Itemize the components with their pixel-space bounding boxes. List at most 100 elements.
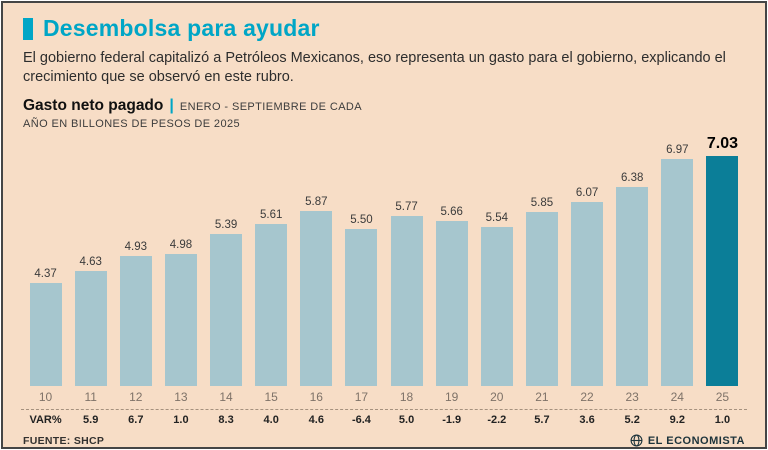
x-axis-label: 16 [309,390,323,405]
x-axis-label: 22 [580,390,594,405]
var-pct-value: 1.0 [714,414,731,427]
description-text: El gobierno federal capitalizó a Petróle… [23,50,726,86]
var-pct-value: 4.6 [308,414,324,427]
x-axis-label: 21 [535,390,549,405]
chart-subtitle-line2: AÑO EN BILLONES DE PESOS DE 2025 [23,118,240,131]
var-pct-label: VAR% [29,414,62,427]
bar-chart: 4.37 4.63 4.93 4.98 5.39 5.61 5.87 5.50 5.77 5.66… [23,134,745,387]
bar [300,211,333,387]
bar-column: 5.85 [519,197,564,387]
x-axis-label: 10 [38,390,53,405]
bar-column: 5.50 [339,214,384,387]
footer: FUENTE: SHCP EL ECONOMISTA [23,434,745,447]
bar [255,223,288,387]
chart-heading-line1: Gasto neto pagado | ENERO - SEPTIEMBRE DE … [23,97,745,115]
var-pct-value: 5.2 [624,414,640,427]
bar-column: 7.03 [700,135,745,387]
x-axis-label: 20 [490,390,504,405]
bar-column: 5.61 [249,208,294,387]
var-pct-value: -2.2 [487,414,507,427]
chart-title: Gasto neto pagado [23,97,164,115]
x-axis-label: 11 [84,390,97,405]
var-pct-value: 3.6 [579,414,595,427]
bar-column: 4.93 [113,241,158,387]
bar-value-label: 4.98 [169,238,193,251]
bar-value-label: 5.77 [395,201,418,214]
header: Desembolsa para ayudar [23,15,745,42]
bar [525,212,558,387]
var-pct-value: 6.7 [128,414,144,427]
globe-icon [630,434,643,447]
var-pct-value: 5.7 [534,414,550,427]
bar-value-label: 6.38 [620,172,644,185]
bar-value-label: 6.97 [666,144,689,157]
chart-subtitle: ENERO - SEPTIEMBRE DE CADA [179,101,363,114]
bar-value-label: 4.37 [34,267,57,280]
x-axis-label: 15 [264,390,278,405]
bar-column: 5.66 [429,206,474,387]
bar [164,253,197,387]
bar [29,282,62,387]
bar [571,201,604,387]
bar-value-label: 7.03 [706,135,738,153]
bar-value-label: 4.93 [124,241,147,254]
bar-value-label: 6.07 [575,186,599,199]
x-axis-label: 23 [625,390,639,405]
brand-logo: EL ECONOMISTA [630,434,745,447]
x-axis-label: 12 [129,390,143,405]
var-pct-row: VAR% 5.9 6.7 1.0 8.3 4.0 4.6 -6.4 5.0 -1.9 -2.2 5.7… [23,414,745,426]
bar-column: 6.38 [610,172,655,387]
bar-column: 6.07 [565,186,610,387]
axis-divider [21,409,747,411]
bar [706,156,739,387]
bar-column: 4.37 [23,267,68,387]
bar-column: 4.98 [158,238,203,387]
bar-column: 5.77 [384,201,429,387]
var-pct-value: 5.0 [398,414,415,427]
bar [210,234,243,387]
x-axis-label: 25 [715,390,730,405]
x-axis-label: 24 [670,390,684,405]
bar [661,159,694,387]
bar [435,221,468,387]
bar-value-label: 4.63 [79,255,102,268]
page-title: Desembolsa para ayudar [43,15,320,41]
bar-value-label: 5.50 [350,214,373,227]
x-axis-label: 13 [174,390,188,405]
bar-column: 5.54 [474,212,519,387]
var-pct-value: 9.2 [669,414,685,427]
brand-name: EL ECONOMISTA [647,434,745,447]
var-pct-value: 4.0 [263,414,279,427]
var-pct-value: 5.9 [83,414,99,427]
bar-column: 5.39 [204,219,249,387]
x-axis-label: 18 [399,390,414,405]
chart-heading: Gasto neto pagado | ENERO - SEPTIEMBRE DE … [23,97,745,130]
bar [480,227,513,387]
bar-column: 4.63 [68,256,113,387]
bar-value-label: 5.87 [305,196,328,209]
var-pct-value: 1.0 [173,414,189,427]
title-accent-bar [23,17,33,40]
bar [74,270,107,387]
x-axis-label: 14 [219,390,233,405]
var-pct-value: -6.4 [351,414,371,427]
bar-value-label: 5.66 [440,206,463,219]
bar-value-label: 5.39 [214,219,238,232]
var-pct-value: -1.9 [442,414,462,427]
bar [119,256,152,387]
chart-title-divider: | [169,97,174,115]
x-axis-label: 19 [445,390,459,405]
var-pct-value: 8.3 [218,414,234,427]
bar [616,187,649,387]
bar-column: 6.97 [655,144,700,387]
bar-value-label: 5.61 [259,208,283,221]
x-axis-label: 17 [354,390,369,405]
bar-column: 5.87 [294,196,339,387]
source-label: FUENTE: SHCP [23,434,105,447]
bar [345,229,378,387]
bar-value-label: 5.54 [485,212,508,225]
bar [390,216,423,387]
x-axis: 10 11 12 13 14 15 16 17 18 19 20 21 22 23 24 25 [23,390,745,404]
bar-value-label: 5.85 [530,197,554,210]
